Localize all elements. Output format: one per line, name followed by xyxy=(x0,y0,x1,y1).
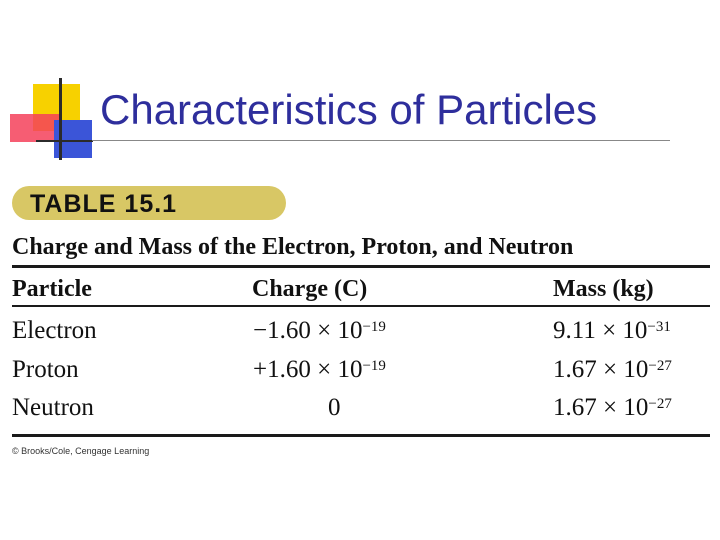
cell-particle-neutron: Neutron xyxy=(12,394,94,421)
column-header-mass: Mass (kg) xyxy=(553,276,654,302)
table-label: TABLE 15.1 xyxy=(30,190,178,218)
cell-charge-neutron: 0 xyxy=(328,394,341,421)
cell-mass-neutron: 1.67 × 10−27 xyxy=(553,394,672,421)
cell-mass-proton: 1.67 × 10−27 xyxy=(553,356,672,383)
cell-charge-electron: −1.60 × 10−19 xyxy=(253,317,386,344)
column-header-particle: Particle xyxy=(12,276,92,302)
table-header-rule xyxy=(12,305,710,307)
copyright-credit: © Brooks/Cole, Cengage Learning xyxy=(12,446,150,456)
decorative-vertical-line xyxy=(59,78,62,160)
table-label-badge xyxy=(12,186,286,220)
decorative-horizontal-line xyxy=(36,140,93,142)
cell-particle-proton: Proton xyxy=(12,356,79,383)
cell-charge-proton: +1.60 × 10−19 xyxy=(253,356,386,383)
cell-particle-electron: Electron xyxy=(12,317,97,344)
cell-mass-electron: 9.11 × 10−31 xyxy=(553,317,671,344)
table-top-rule xyxy=(12,265,710,268)
title-underline xyxy=(92,140,670,141)
column-header-charge: Charge (C) xyxy=(252,276,368,302)
decorative-red-bar xyxy=(10,114,60,142)
particle-table: TABLE 15.1 Charge and Mass of the Electr… xyxy=(0,180,720,460)
slide-title: Characteristics of Particles xyxy=(100,86,598,133)
table-caption: Charge and Mass of the Electron, Proton,… xyxy=(12,234,574,260)
table-bottom-rule xyxy=(12,434,710,437)
